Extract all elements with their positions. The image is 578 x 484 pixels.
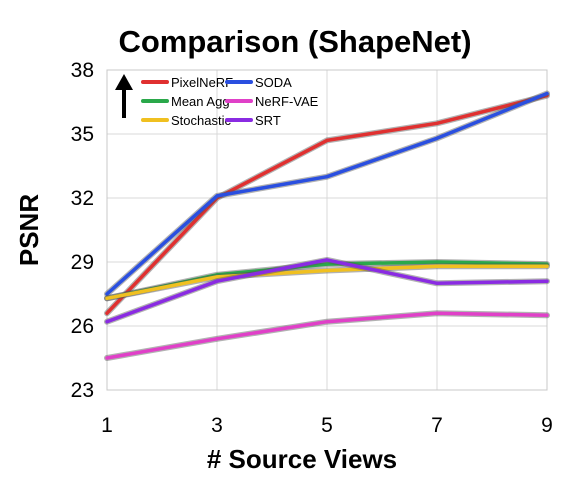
- data-point: [105, 356, 109, 360]
- data-point: [215, 279, 219, 283]
- legend-item: PixelNeRF: [141, 75, 233, 90]
- up-arrow-icon: [115, 74, 133, 118]
- y-axis-label: PSNR: [14, 194, 44, 266]
- legend-item: Mean Agg: [141, 94, 230, 109]
- legend: PixelNeRF SODA Mean Agg NeRF-VAE Stochastic S…: [115, 74, 319, 128]
- data-point: [435, 311, 439, 315]
- data-point: [325, 262, 329, 266]
- data-point: [215, 337, 219, 341]
- data-point: [105, 292, 109, 296]
- x-tick-label: 1: [101, 414, 113, 437]
- data-point: [435, 121, 439, 125]
- data-point: [325, 269, 329, 273]
- x-axis-ticks: 1 3 5 7 9: [101, 414, 553, 437]
- legend-item: NeRF-VAE: [225, 94, 319, 109]
- data-point: [105, 296, 109, 300]
- x-tick-label: 7: [431, 414, 443, 437]
- y-tick-label: 29: [71, 251, 94, 274]
- y-tick-label: 35: [71, 123, 94, 146]
- data-point: [545, 91, 549, 95]
- y-tick-label: 26: [71, 315, 94, 338]
- legend-label: NeRF-VAE: [255, 94, 319, 109]
- series-layer: [104, 90, 550, 361]
- chart-title: Comparison (ShapeNet): [118, 24, 471, 59]
- legend-label: SODA: [255, 75, 292, 90]
- legend-label: SRT: [255, 113, 281, 128]
- data-point: [435, 264, 439, 268]
- legend-label: Stochastic: [171, 113, 231, 128]
- data-point: [545, 313, 549, 317]
- x-tick-label: 9: [541, 414, 553, 437]
- plot-frame: [106, 69, 548, 391]
- data-point: [545, 264, 549, 268]
- series-stochastic: [104, 263, 550, 302]
- y-tick-label: 23: [71, 379, 94, 402]
- data-point: [215, 275, 219, 279]
- y-tick-label: 38: [71, 59, 94, 82]
- legend-label: Mean Agg: [171, 94, 230, 109]
- series-soda: [104, 90, 550, 297]
- data-point: [435, 281, 439, 285]
- legend-label: PixelNeRF: [171, 75, 233, 90]
- data-point: [325, 258, 329, 262]
- data-point: [325, 138, 329, 142]
- data-point: [435, 260, 439, 264]
- x-tick-label: 3: [211, 414, 223, 437]
- data-point: [545, 279, 549, 283]
- y-tick-label: 32: [71, 187, 94, 210]
- x-axis-label: # Source Views: [207, 444, 397, 474]
- data-point: [325, 175, 329, 179]
- data-point: [435, 136, 439, 140]
- data-point: [325, 320, 329, 324]
- data-point: [105, 320, 109, 324]
- series-nerf-vae: [104, 310, 550, 361]
- data-point: [215, 194, 219, 198]
- x-tick-label: 5: [321, 414, 333, 437]
- legend-item: Stochastic: [141, 113, 231, 128]
- legend-item: SODA: [225, 75, 292, 90]
- y-axis-ticks: 23 26 29 32 35 38: [71, 59, 94, 402]
- data-point: [105, 311, 109, 315]
- series-srt: [104, 256, 550, 325]
- legend-item: SRT: [225, 113, 281, 128]
